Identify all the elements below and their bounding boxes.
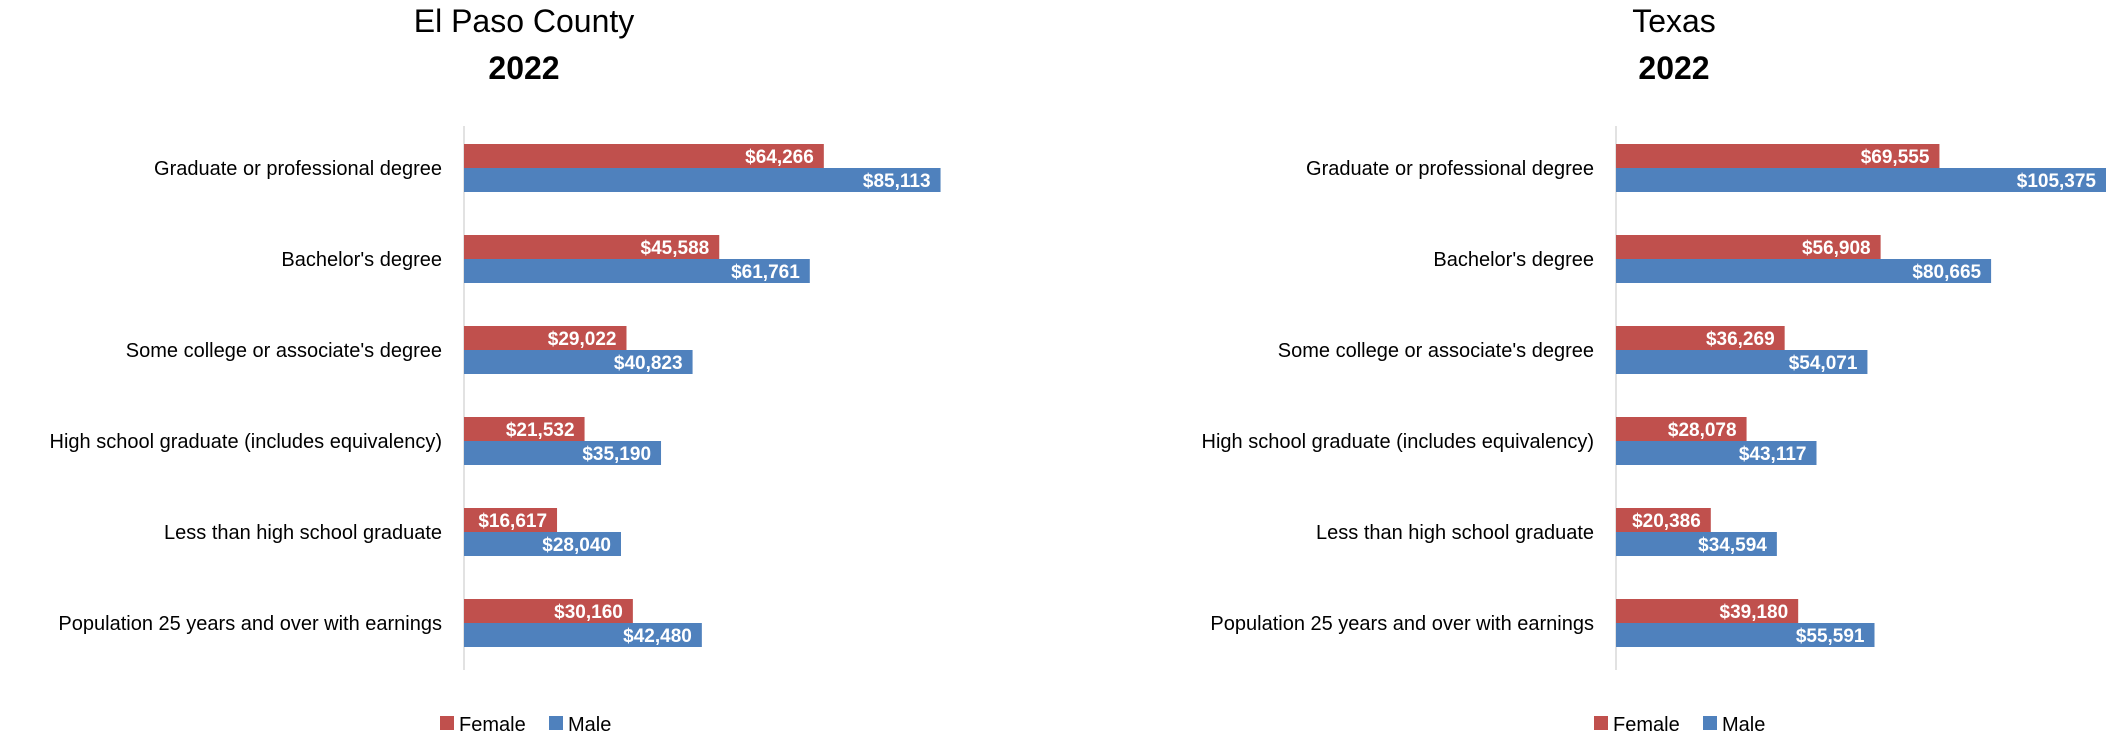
data-label-male-population-25-years-and-over-with-earnings: $55,591 — [1796, 626, 1865, 647]
category-label-graduate-or-professional-degree: Graduate or professional degree — [154, 158, 442, 180]
category-label-less-than-high-school-graduate: Less than high school graduate — [164, 522, 442, 544]
data-label-male-high-school-graduate-includes-equivalency: $43,117 — [1739, 444, 1807, 465]
texas-chart: Texas 2022 Graduate or professional degr… — [1202, 3, 2106, 735]
legend: Female Male — [440, 714, 611, 735]
bar-male-some-college-or-associate-s-degree — [464, 350, 693, 374]
bar-female-high-school-graduate-includes-equivalency — [1616, 417, 1747, 441]
data-label-female-population-25-years-and-over-with-earnings: $30,160 — [554, 602, 623, 623]
data-label-male-less-than-high-school-graduate: $34,594 — [1698, 535, 1767, 556]
legend-swatch-male — [549, 716, 563, 730]
bar-female-bachelor-s-degree — [464, 235, 720, 259]
bar-female-graduate-or-professional-degree — [1616, 144, 1940, 168]
data-label-female-less-than-high-school-graduate: $20,386 — [1632, 511, 1701, 532]
category-label-graduate-or-professional-degree: Graduate or professional degree — [1306, 158, 1594, 180]
category-label-high-school-graduate-includes-equivalency: High school graduate (includes equivalen… — [50, 431, 442, 453]
category-label-population-25-years-and-over-with-earnings: Population 25 years and over with earnin… — [1210, 613, 1594, 635]
category-label-population-25-years-and-over-with-earnings: Population 25 years and over with earnin… — [58, 613, 442, 635]
bar-male-graduate-or-professional-degree — [1616, 168, 2106, 192]
chart-title: Texas — [1632, 3, 1716, 39]
data-label-male-population-25-years-and-over-with-earnings: $42,480 — [623, 626, 692, 647]
el-paso-county-chart: El Paso County 2022 Graduate or professi… — [50, 3, 941, 735]
bar-female-population-25-years-and-over-with-earnings — [1616, 599, 1799, 623]
bar-male-bachelor-s-degree — [1616, 259, 1992, 283]
bar-female-some-college-or-associate-s-degree — [464, 326, 627, 350]
data-label-female-some-college-or-associate-s-degree: $36,269 — [1706, 329, 1775, 350]
data-label-male-bachelor-s-degree: $80,665 — [1912, 262, 1981, 283]
bar-female-graduate-or-professional-degree — [464, 144, 824, 168]
data-label-male-some-college-or-associate-s-degree: $54,071 — [1789, 353, 1858, 374]
bar-female-less-than-high-school-graduate — [1616, 508, 1711, 532]
data-label-female-graduate-or-professional-degree: $64,266 — [745, 147, 814, 168]
bar-male-less-than-high-school-graduate — [1616, 532, 1777, 556]
legend-swatch-female — [440, 716, 454, 730]
bar-male-high-school-graduate-includes-equivalency — [464, 441, 662, 465]
category-label-bachelor-s-degree: Bachelor's degree — [1433, 249, 1594, 271]
chart-subtitle: 2022 — [1638, 50, 1709, 86]
data-label-female-population-25-years-and-over-with-earnings: $39,180 — [1720, 602, 1789, 623]
data-label-male-bachelor-s-degree: $61,761 — [731, 262, 800, 283]
chart-title: El Paso County — [414, 3, 635, 39]
data-label-female-graduate-or-professional-degree: $69,555 — [1861, 147, 1930, 168]
category-label-less-than-high-school-graduate: Less than high school graduate — [1316, 522, 1594, 544]
bar-male-less-than-high-school-graduate — [464, 532, 621, 556]
legend-label-male: Male — [568, 714, 611, 735]
data-label-female-bachelor-s-degree: $45,588 — [641, 238, 710, 259]
bar-male-bachelor-s-degree — [464, 259, 810, 283]
data-label-male-some-college-or-associate-s-degree: $40,823 — [614, 353, 683, 374]
data-label-female-bachelor-s-degree: $56,908 — [1802, 238, 1871, 259]
plot-area: Graduate or professional degree $69,555 $1… — [1202, 144, 2106, 647]
data-label-male-graduate-or-professional-degree: $85,113 — [863, 171, 931, 192]
bar-female-population-25-years-and-over-with-earnings — [464, 599, 633, 623]
category-label-some-college-or-associate-s-degree: Some college or associate's degree — [126, 340, 442, 362]
category-label-high-school-graduate-includes-equivalency: High school graduate (includes equivalen… — [1202, 431, 1594, 453]
data-label-female-some-college-or-associate-s-degree: $29,022 — [548, 329, 617, 350]
data-label-female-less-than-high-school-graduate: $16,617 — [478, 511, 547, 532]
chart-subtitle: 2022 — [488, 50, 559, 86]
bar-male-population-25-years-and-over-with-earnings — [464, 623, 702, 647]
bar-female-high-school-graduate-includes-equivalency — [464, 417, 585, 441]
bar-male-some-college-or-associate-s-degree — [1616, 350, 1868, 374]
data-label-female-high-school-graduate-includes-equivalency: $28,078 — [1668, 420, 1737, 441]
data-label-male-high-school-graduate-includes-equivalency: $35,190 — [582, 444, 651, 465]
data-label-male-graduate-or-professional-degree: $105,375 — [2017, 171, 2097, 192]
legend-swatch-female — [1594, 716, 1608, 730]
bar-female-less-than-high-school-graduate — [464, 508, 558, 532]
bar-female-bachelor-s-degree — [1616, 235, 1881, 259]
legend-label-male: Male — [1722, 714, 1765, 735]
category-label-bachelor-s-degree: Bachelor's degree — [281, 249, 442, 271]
bar-male-high-school-graduate-includes-equivalency — [1616, 441, 1817, 465]
data-label-female-high-school-graduate-includes-equivalency: $21,532 — [506, 420, 575, 441]
bar-male-graduate-or-professional-degree — [464, 168, 941, 192]
legend: Female Male — [1594, 714, 1765, 735]
category-label-some-college-or-associate-s-degree: Some college or associate's degree — [1278, 340, 1594, 362]
data-label-male-less-than-high-school-graduate: $28,040 — [542, 535, 611, 556]
legend-swatch-male — [1703, 716, 1717, 730]
plot-area: Graduate or professional degree $64,266 $8… — [50, 144, 941, 647]
legend-label-female: Female — [1613, 714, 1680, 735]
bar-female-some-college-or-associate-s-degree — [1616, 326, 1785, 350]
legend-label-female: Female — [459, 714, 526, 735]
bar-male-population-25-years-and-over-with-earnings — [1616, 623, 1875, 647]
